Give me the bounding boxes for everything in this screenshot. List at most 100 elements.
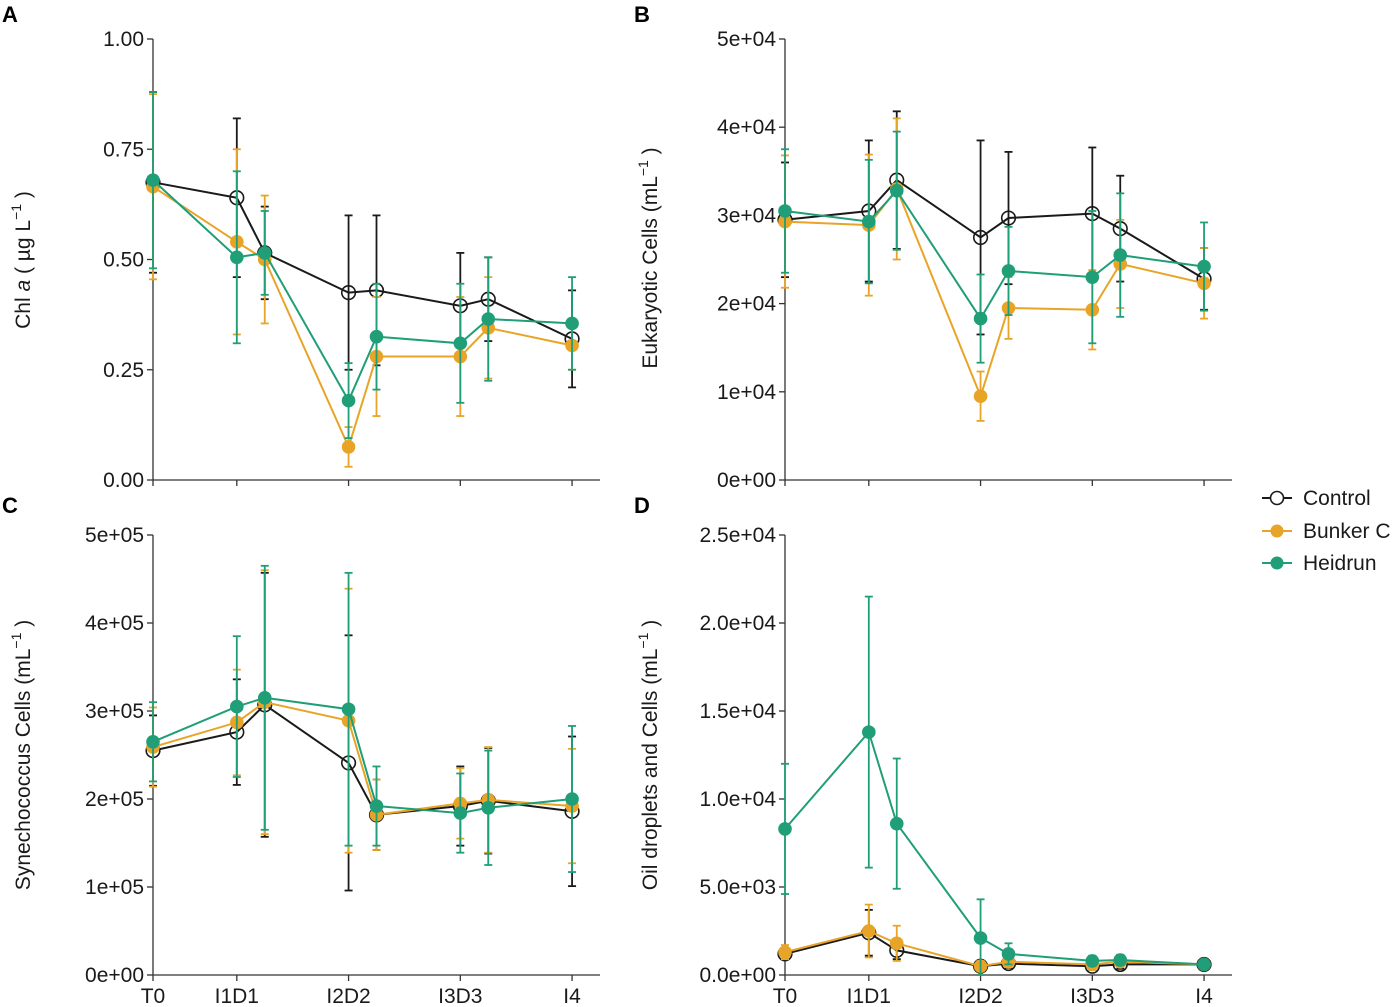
panel-a-control-point [340,284,357,301]
legend: Control Bunker C Heidrun [1262,487,1391,575]
panel-d-x-tick-label: I2D2 [958,985,1002,1007]
panel-d-heidrun-point [862,725,876,739]
panel-d-heidrun-point [1113,953,1128,967]
panel-b-heidrun-point [1085,270,1100,284]
panel-a-y-tick-label: 0.25 [103,359,144,382]
panel-c-y-tick-label: 4e+05 [85,612,144,635]
panel-c-heidrun-line [152,696,573,815]
panel-c-heidrun-point [257,691,272,705]
panel-a-heidrun-point [230,250,244,265]
panel-c-series-heidrun [146,564,579,873]
panel-d-heidrun-point [778,822,792,836]
panel-c-y-tick-label: 2e+05 [85,788,144,811]
panel-d-y-tick-label: 1.0e+04 [700,788,777,811]
panel-a-heidrun-point [257,246,272,260]
legend-bunker-c-label: Bunker C [1303,520,1391,543]
panel-b-heidrun-point [778,204,792,218]
panel-b-bunker-c-point [973,389,988,404]
panel-c: C Synechococcus Cells (mL−1 ) 0e+00 1e+05… [2,493,600,1007]
panel-c-letter: C [2,493,18,518]
panel-b-y-tick-label: 4e+04 [717,116,776,139]
panel-d-heidrun-point [973,931,988,945]
panel-b-y-tick-label: 2e+04 [717,293,776,316]
panel-b-control-line [784,178,1205,280]
panel-c-y-tick-label: 5e+05 [85,524,144,547]
panel-b-series-bunker-c [778,117,1211,422]
panel-a-heidrun-point [341,393,356,408]
panel-a-y-tick-label: 0.75 [103,138,144,161]
panel-b-series-heidrun [778,130,1211,364]
panel-a-y-tick-label: 0.00 [103,469,144,492]
panel-c-heidrun-point [230,699,244,714]
panel-d-series-heidrun [778,595,1211,976]
panel-b-bunker-c-line [784,186,1205,400]
panel-d-letter: D [634,493,650,518]
panel-d-heidrun-point [1001,947,1016,961]
panel-c-x-tick-label: I1D1 [215,985,259,1007]
panel-d-y-tick-label: 2.0e+04 [700,612,777,635]
panel-b-heidrun-line [784,189,1205,321]
panel-a-y-tick-label: 0.50 [103,249,144,272]
panel-d-y-axis-title: Oil droplets and Cells (mL−1 ) [635,620,662,890]
panel-c-x-tick-label: T0 [141,985,166,1007]
panel-d-bunker-c-point [862,924,876,938]
panel-a-letter: A [2,2,18,27]
panel-d-x-tick-label: T0 [773,985,798,1007]
panel-d-heidrun-line [784,730,1205,966]
panel-d: D Oil droplets and Cells (mL−1 ) 0.0e+00… [634,493,1232,1007]
panel-b-y-tick-label: 0e+00 [717,469,776,492]
panel-d-heidrun-point [1197,957,1211,972]
panel-a: A Chl a ( µg L−1 ) 0.00 0.25 0.50 0.75 1.00 [2,2,600,492]
panel-a-control-line [152,181,573,340]
legend-control-label: Control [1303,487,1371,510]
legend-heidrun-marker [1270,556,1284,570]
panel-c-x-tick-label: I3D3 [438,985,482,1007]
panel-a-heidrun-point [565,316,579,331]
legend-item-heidrun: Heidrun [1262,552,1377,575]
panel-a-heidrun-point [481,312,496,326]
panel-a-series-heidrun [146,91,579,440]
panel-b-y-tick-label: 3e+04 [717,204,776,227]
panel-b-heidrun-point [973,311,988,326]
panel-b-letter: B [634,2,650,27]
panel-b-y-axis-title: Eukaryotic Cells (mL−1 ) [635,147,662,368]
panel-d-heidrun-point [889,816,904,831]
panel-c-heidrun-point [453,806,468,820]
panel-b-heidrun-point [889,183,904,198]
panel-c-heidrun-point [481,801,496,815]
panel-c-heidrun-point [369,799,384,813]
panel-a-y-axis-title: Chl a ( µg L−1 ) [8,191,35,329]
panel-d-x-tick-label: I4 [1195,985,1213,1007]
panel-c-y-axis-title: Synechococcus Cells (mL−1 ) [8,620,35,890]
panel-a-y-tick-label: 1.00 [103,28,144,51]
panel-a-bunker-c-point [341,440,356,454]
panel-b-heidrun-point [862,214,876,229]
panel-d-y-tick-label: 1.5e+04 [700,700,777,723]
panel-b-control-point [972,229,989,246]
panel-c-y-tick-label: 1e+05 [85,876,144,899]
panel-a-heidrun-point [453,336,468,351]
panel-d-y-tick-label: 5.0e+03 [700,876,777,899]
panel-d-bunker-c-point [889,936,904,951]
panel-d-y-tick-label: 2.5e+04 [700,524,777,547]
panel-b-heidrun-point [1197,259,1211,274]
panel-c-series-control [145,571,580,892]
panel-c-heidrun-point [565,792,579,806]
panel-a-heidrun-point [146,173,160,187]
panel-a-heidrun-line [152,179,573,403]
panel-b-series-control [777,110,1212,336]
panel-b-y-tick-label: 1e+04 [717,381,776,404]
panel-b-control-point [1000,210,1017,226]
panel-c-heidrun-point [341,702,356,717]
panel-b-y-tick-label: 5e+04 [717,28,776,51]
legend-heidrun-label: Heidrun [1303,552,1377,575]
legend-item-control: Control [1262,487,1371,510]
legend-bunker-c-marker [1270,524,1284,538]
panel-c-heidrun-point [146,735,160,749]
panel-a-bunker-c-line [152,185,573,450]
legend-control-marker [1269,490,1285,506]
panel-d-x-tick-label: I3D3 [1070,985,1114,1007]
panel-d-bunker-c-point [778,945,792,959]
panel-c-y-tick-label: 0e+00 [85,964,144,987]
